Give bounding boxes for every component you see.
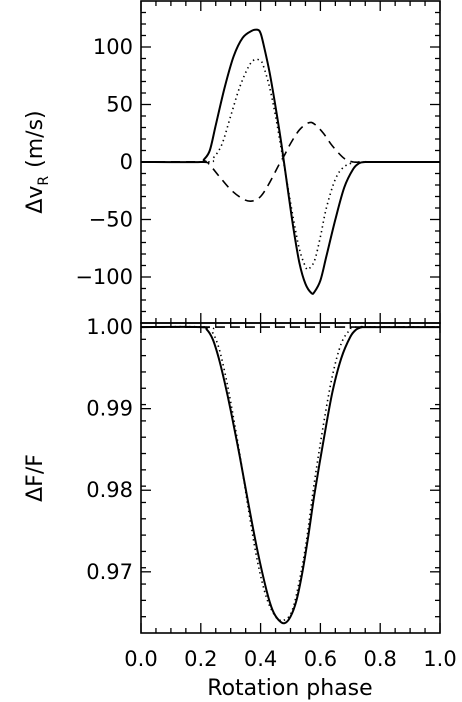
flux-y-axis-label: ΔF/F xyxy=(23,454,48,502)
velocity-ticks xyxy=(140,1,441,323)
velocity-dotted-line xyxy=(140,58,440,271)
flux-y-tick-label: 0.99 xyxy=(86,397,133,421)
flux-plot-frame xyxy=(140,322,441,634)
x-tick-label: 0.8 xyxy=(363,647,396,671)
velocity-y-tick-label: 50 xyxy=(106,93,133,117)
velocity-y-tick-label: 100 xyxy=(93,35,133,59)
velocity-dashed-line xyxy=(140,121,440,202)
flux-series xyxy=(140,325,441,625)
velocity-panel: 100 50 0 −50 −100 ΔvR(m/s) xyxy=(23,0,441,324)
velocity-y-tick-label: −50 xyxy=(89,208,133,232)
velocity-y-tick-labels: 100 50 0 −50 −100 xyxy=(75,35,133,289)
flux-y-tick-label: 1.00 xyxy=(86,315,133,339)
flux-solid-line xyxy=(140,325,440,625)
flux-ticks xyxy=(140,323,441,633)
flux-y-tick-label: 0.98 xyxy=(86,478,133,502)
flux-panel: 1.00 0.99 0.98 0.97 0.0 0.2 0.4 0.6 0.8 1.0 ΔF/F… xyxy=(23,315,457,701)
velocity-y-axis-label: ΔvR(m/s) xyxy=(23,110,52,213)
flux-y-tick-labels: 1.00 0.99 0.98 0.97 xyxy=(86,315,133,584)
x-axis-label: Rotation phase xyxy=(207,676,372,701)
velocity-series xyxy=(140,28,440,295)
velocity-solid-line xyxy=(140,28,440,295)
velocity-y-tick-label: −100 xyxy=(75,265,133,289)
x-tick-label: 0.0 xyxy=(124,647,157,671)
x-tick-label: 1.0 xyxy=(423,647,456,671)
x-tick-label: 0.2 xyxy=(184,647,217,671)
x-tick-label: 0.6 xyxy=(304,647,337,671)
x-tick-labels: 0.0 0.2 0.4 0.6 0.8 1.0 xyxy=(124,647,456,671)
x-tick-label: 0.4 xyxy=(244,647,277,671)
flux-dotted-line xyxy=(140,325,441,622)
velocity-y-tick-label: 0 xyxy=(120,150,133,174)
flux-y-tick-label: 0.97 xyxy=(86,560,133,584)
